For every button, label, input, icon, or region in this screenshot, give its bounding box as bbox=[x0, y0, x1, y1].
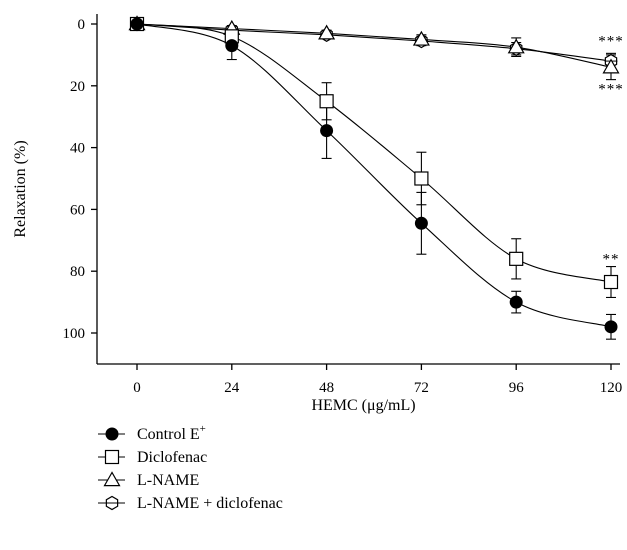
legend-label-superscript: + bbox=[200, 423, 206, 435]
fitted-curves bbox=[136, 23, 612, 328]
y-tick-label: 60 bbox=[70, 202, 85, 218]
y-tick-label: 20 bbox=[70, 79, 85, 95]
point-series-0 bbox=[130, 17, 144, 31]
y-tick-label: 40 bbox=[70, 141, 85, 157]
point-series-0 bbox=[414, 216, 428, 230]
x-tick-label: 96 bbox=[509, 380, 525, 396]
point-series-0 bbox=[604, 320, 618, 334]
legend-marker bbox=[104, 449, 120, 465]
curve-series-3 bbox=[136, 23, 612, 62]
legend-marker bbox=[105, 495, 119, 511]
curve-series-1 bbox=[136, 23, 612, 283]
point-series-2 bbox=[602, 58, 620, 74]
data-markers bbox=[128, 15, 620, 334]
legend-label-text: Diclofenac bbox=[137, 449, 207, 466]
point-series-2 bbox=[507, 38, 525, 54]
point-series-2 bbox=[412, 30, 430, 46]
legend-label-text: L-NAME bbox=[137, 472, 199, 489]
point-series-0 bbox=[320, 124, 334, 138]
point-series-0 bbox=[225, 39, 239, 53]
x-tick-label: 48 bbox=[319, 380, 334, 396]
point-series-1 bbox=[414, 171, 429, 186]
y-tick-label: 0 bbox=[78, 17, 86, 33]
y-tick-label: 100 bbox=[63, 326, 86, 342]
point-series-1 bbox=[603, 274, 619, 290]
point-series-2 bbox=[318, 24, 336, 40]
curve-series-0 bbox=[136, 23, 612, 328]
point-series-1 bbox=[509, 251, 524, 266]
axes: 0 20 40 60 80 100 0 24 48 72 96 120 HEMC (μg/mL) Rela… bbox=[12, 14, 622, 414]
x-tick-label: 120 bbox=[600, 380, 623, 396]
x-tick-label: 0 bbox=[133, 380, 141, 396]
point-series-0 bbox=[509, 295, 523, 309]
curve-series-2 bbox=[136, 23, 612, 68]
y-tick-label: 80 bbox=[70, 264, 85, 280]
legend-label-text: L-NAME + diclofenac bbox=[137, 495, 283, 512]
legend: Control E+ Diclofenac L-NAME L-NAME + diclo… bbox=[98, 423, 283, 512]
legend-label-text: Control E bbox=[137, 426, 200, 443]
point-series-1 bbox=[319, 94, 334, 109]
x-tick-label: 72 bbox=[414, 380, 429, 396]
significance-mark: ** bbox=[603, 251, 620, 267]
legend-label: Control E+ bbox=[137, 423, 206, 443]
y-axis-title: Relaxation (%) bbox=[12, 140, 29, 237]
x-axis-title: HEMC (μg/mL) bbox=[311, 397, 415, 414]
x-tick-label: 24 bbox=[224, 380, 240, 396]
legend-marker bbox=[105, 427, 119, 441]
significance-mark: *** bbox=[598, 82, 624, 98]
legend-label: L-NAME bbox=[137, 472, 199, 489]
significance-annotations: ******** bbox=[598, 34, 624, 268]
legend-label: Diclofenac bbox=[137, 449, 207, 466]
legend-marker bbox=[103, 471, 121, 487]
significance-mark: *** bbox=[598, 34, 624, 50]
legend-label: L-NAME + diclofenac bbox=[137, 495, 283, 512]
